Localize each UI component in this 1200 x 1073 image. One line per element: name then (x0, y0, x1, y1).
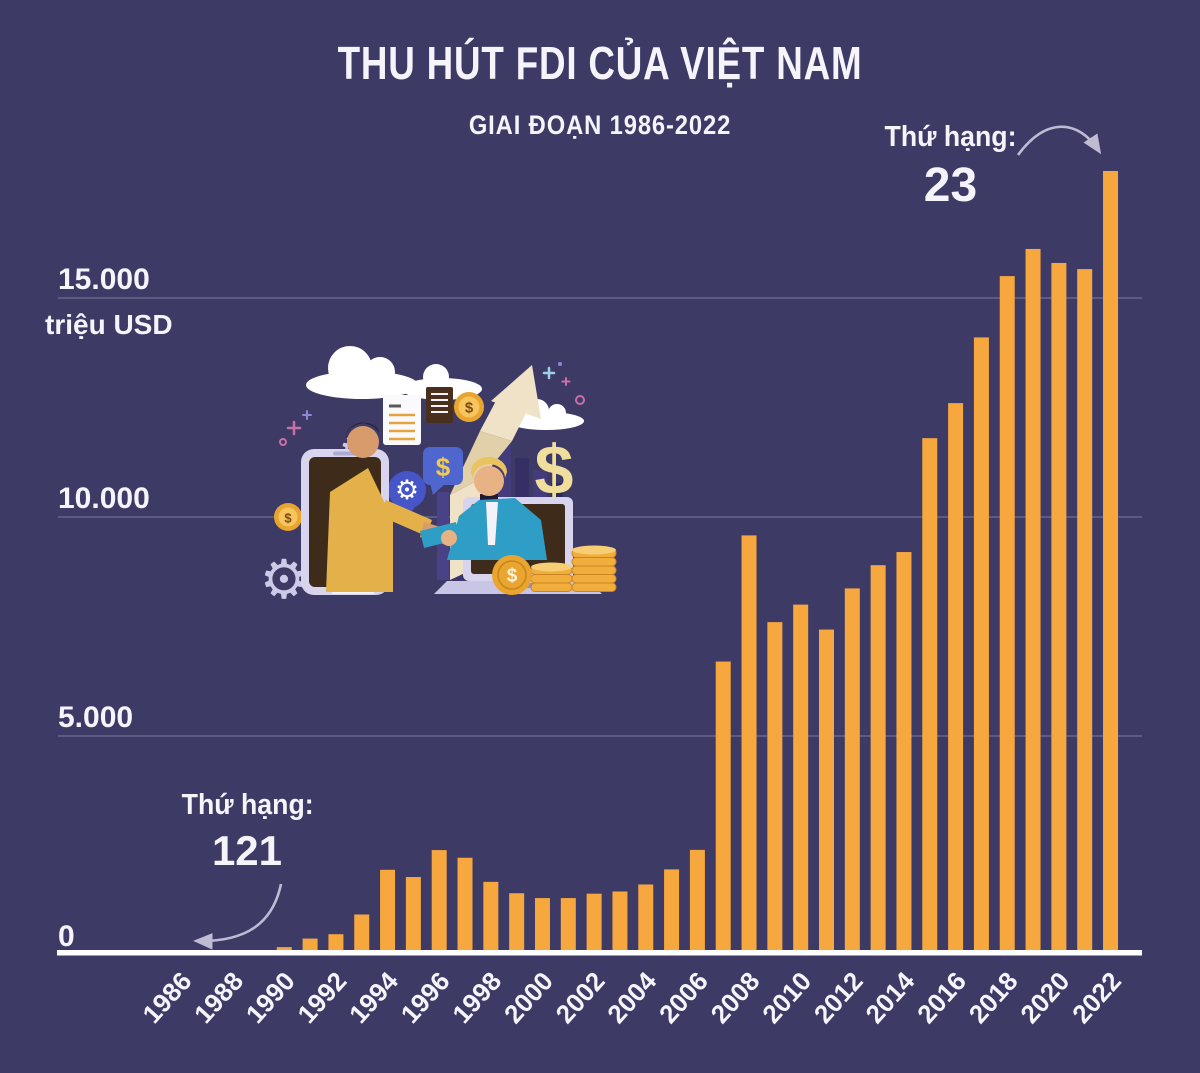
x-tick-1988: 1988 (188, 966, 249, 1029)
rank-label: Thứ hạng: (181, 789, 314, 821)
svg-text:⚙: ⚙ (395, 475, 419, 505)
bar-2022 (1103, 170, 1119, 956)
x-tick-1990: 1990 (240, 966, 301, 1029)
bar-2014 (896, 552, 912, 955)
svg-text:$: $ (284, 511, 292, 526)
x-tick-2014: 2014 (859, 966, 920, 1029)
x-tick-1996: 1996 (395, 966, 456, 1029)
bar-1992 (328, 934, 344, 955)
bar-2013 (870, 565, 886, 955)
x-tick-2020: 2020 (1014, 966, 1075, 1029)
bar-2001 (560, 898, 576, 955)
x-tick-2008: 2008 (704, 966, 765, 1029)
bar-1999 (509, 893, 525, 955)
y-axis-unit-label: triệu USD (45, 309, 173, 340)
bar-2010 (793, 604, 809, 955)
bar-1993 (354, 914, 370, 955)
chart-title: THU HÚT FDI CỦA VIỆT NAM (337, 37, 863, 89)
bar-1998 (483, 881, 499, 955)
sparkles-icon (279, 362, 585, 446)
x-tick-1986: 1986 (136, 966, 197, 1029)
notes-icon (426, 387, 453, 423)
bar-2002 (586, 893, 602, 955)
x-tick-2016: 2016 (911, 966, 972, 1029)
x-tick-2012: 2012 (808, 966, 869, 1029)
bar-series (173, 170, 1119, 956)
x-tick-1998: 1998 (446, 966, 507, 1029)
gear-pin-icon: ⚙ (388, 471, 426, 520)
bar-2006 (689, 849, 705, 955)
bar-1996 (431, 850, 447, 955)
y-axis-labels: 15.000 10.000 5.000 0 (58, 263, 150, 953)
rank-label: Thứ hạng: (884, 121, 1017, 153)
bar-1995 (405, 877, 421, 955)
arrow-to-1986-axis (193, 883, 283, 950)
x-tick-2002: 2002 (550, 966, 611, 1029)
arrow-to-2022-bar (1016, 125, 1102, 156)
rank-value: 23 (923, 158, 978, 212)
businessman-right (420, 457, 547, 560)
bar-2018 (999, 276, 1015, 956)
y-tick-10000: 10.000 (58, 482, 150, 515)
bar-2012 (844, 588, 860, 955)
chart-subtitle: GIAI ĐOẠN 1986-2022 (468, 110, 732, 140)
fdi-illustration: $ $ ⚙ $ ⚙ ⚙ $ (260, 346, 617, 610)
bar-2009 (767, 622, 783, 955)
rank-value: 121 (211, 826, 283, 874)
x-tick-1994: 1994 (343, 966, 404, 1029)
gear-icon: ⚙ (260, 550, 308, 610)
svg-text:$: $ (465, 400, 474, 417)
x-tick-2006: 2006 (653, 966, 714, 1029)
dollar-sign-icon: $ (535, 431, 574, 509)
rank-annotation-2022: Thứ hạng: 23 (878, 121, 1023, 213)
svg-text:$: $ (507, 566, 518, 587)
x-tick-2000: 2000 (498, 966, 559, 1029)
x-tick-2018: 2018 (963, 966, 1024, 1029)
cloud-icon (306, 346, 482, 400)
bar-2016 (948, 403, 964, 955)
bar-2015 (922, 438, 938, 955)
x-tick-1992: 1992 (291, 966, 352, 1029)
bar-2004 (638, 884, 654, 955)
coin-stack-icon: $ (492, 545, 617, 595)
x-tick-2010: 2010 (756, 966, 817, 1029)
bar-1994 (380, 869, 396, 955)
rank-annotation-1986: Thứ hạng: 121 (176, 789, 318, 874)
x-axis-labels: 1986198819901992199419961998200020022004… (136, 966, 1127, 1029)
bar-2000 (534, 898, 550, 955)
bar-2008 (741, 535, 757, 955)
x-tick-2022: 2022 (1066, 966, 1127, 1029)
x-tick-2004: 2004 (601, 966, 662, 1029)
bar-2021 (1077, 269, 1093, 955)
bar-2017 (973, 337, 989, 955)
bar-2007 (715, 661, 731, 955)
y-tick-0: 0 (58, 920, 75, 953)
bar-2005 (664, 869, 680, 955)
svg-text:$: $ (436, 452, 451, 482)
bar-2003 (612, 891, 628, 955)
bar-2011 (819, 629, 834, 955)
document-icon (383, 395, 421, 445)
dollar-tag-icon: $ (423, 447, 463, 495)
bar-1997 (457, 857, 473, 955)
dollar-coin-icon: $ (454, 392, 484, 422)
y-tick-15000: 15.000 (58, 263, 150, 296)
bar-2019 (1025, 248, 1041, 956)
bar-2020 (1051, 262, 1067, 956)
x-axis-line (57, 950, 1142, 956)
coin-small-icon: $ (274, 503, 302, 531)
y-tick-5000: 5.000 (58, 701, 133, 734)
